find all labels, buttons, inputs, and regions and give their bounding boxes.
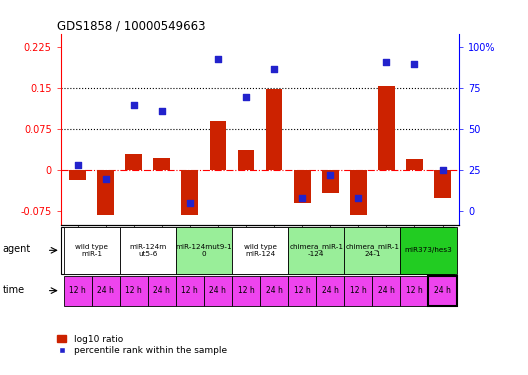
Legend: log10 ratio, percentile rank within the sample: log10 ratio, percentile rank within the … <box>58 335 227 356</box>
Bar <box>316 276 344 306</box>
Text: wild type
miR-1: wild type miR-1 <box>75 244 108 257</box>
Bar <box>294 170 310 203</box>
Bar <box>260 276 288 306</box>
Bar <box>176 227 232 274</box>
Point <box>214 56 222 62</box>
Bar <box>182 170 199 215</box>
Bar <box>238 150 254 170</box>
Text: GDS1858 / 10000549663: GDS1858 / 10000549663 <box>56 20 205 33</box>
Bar <box>204 276 232 306</box>
Point <box>270 66 278 72</box>
Text: 24 h: 24 h <box>266 286 282 295</box>
Bar <box>350 170 367 215</box>
Bar <box>210 121 227 170</box>
Bar <box>429 276 457 306</box>
Point <box>186 200 194 206</box>
Bar <box>125 154 142 170</box>
Text: chimera_miR-1
24-1: chimera_miR-1 24-1 <box>345 243 399 257</box>
Bar <box>91 276 120 306</box>
Point <box>354 195 363 201</box>
Text: wild type
miR-124: wild type miR-124 <box>243 244 277 257</box>
Bar <box>120 227 176 274</box>
Bar <box>344 227 400 274</box>
Text: agent: agent <box>3 244 31 254</box>
Bar <box>63 276 91 306</box>
Text: 12 h: 12 h <box>125 286 142 295</box>
Point <box>298 195 306 201</box>
Point <box>326 172 334 178</box>
Bar <box>69 170 86 180</box>
Bar <box>400 227 457 274</box>
Text: miR373/hes3: miR373/hes3 <box>404 248 452 254</box>
Bar <box>97 170 114 215</box>
Text: 24 h: 24 h <box>378 286 395 295</box>
Text: 12 h: 12 h <box>238 286 254 295</box>
Point <box>438 167 447 173</box>
Point <box>73 162 82 168</box>
Bar <box>406 159 423 170</box>
Text: miR-124mut9-1
0: miR-124mut9-1 0 <box>176 244 232 257</box>
Bar <box>288 227 344 274</box>
Point <box>101 176 110 181</box>
Bar <box>288 276 316 306</box>
Text: 12 h: 12 h <box>69 286 86 295</box>
Text: 12 h: 12 h <box>294 286 310 295</box>
Point <box>129 102 138 108</box>
Text: 12 h: 12 h <box>406 286 423 295</box>
Text: 24 h: 24 h <box>97 286 114 295</box>
Text: 24 h: 24 h <box>434 286 451 295</box>
Bar <box>400 276 429 306</box>
Text: 24 h: 24 h <box>210 286 227 295</box>
Point <box>382 59 391 65</box>
Text: chimera_miR-1
-124: chimera_miR-1 -124 <box>289 243 343 257</box>
Point <box>242 94 250 100</box>
Bar <box>153 158 170 170</box>
Bar <box>266 90 282 170</box>
Bar <box>232 276 260 306</box>
Point <box>410 61 419 67</box>
Point <box>157 108 166 114</box>
Bar <box>63 227 120 274</box>
Bar <box>120 276 148 306</box>
Text: miR-124m
ut5-6: miR-124m ut5-6 <box>129 244 166 257</box>
Bar <box>378 86 395 170</box>
Text: 24 h: 24 h <box>153 286 170 295</box>
Text: 12 h: 12 h <box>182 286 198 295</box>
Text: 12 h: 12 h <box>350 286 366 295</box>
Bar <box>176 276 204 306</box>
Bar <box>372 276 400 306</box>
Text: 24 h: 24 h <box>322 286 338 295</box>
Bar <box>148 276 176 306</box>
Bar <box>322 170 338 193</box>
Bar <box>232 227 288 274</box>
Text: time: time <box>3 285 25 295</box>
Bar <box>434 170 451 198</box>
Bar <box>344 276 372 306</box>
